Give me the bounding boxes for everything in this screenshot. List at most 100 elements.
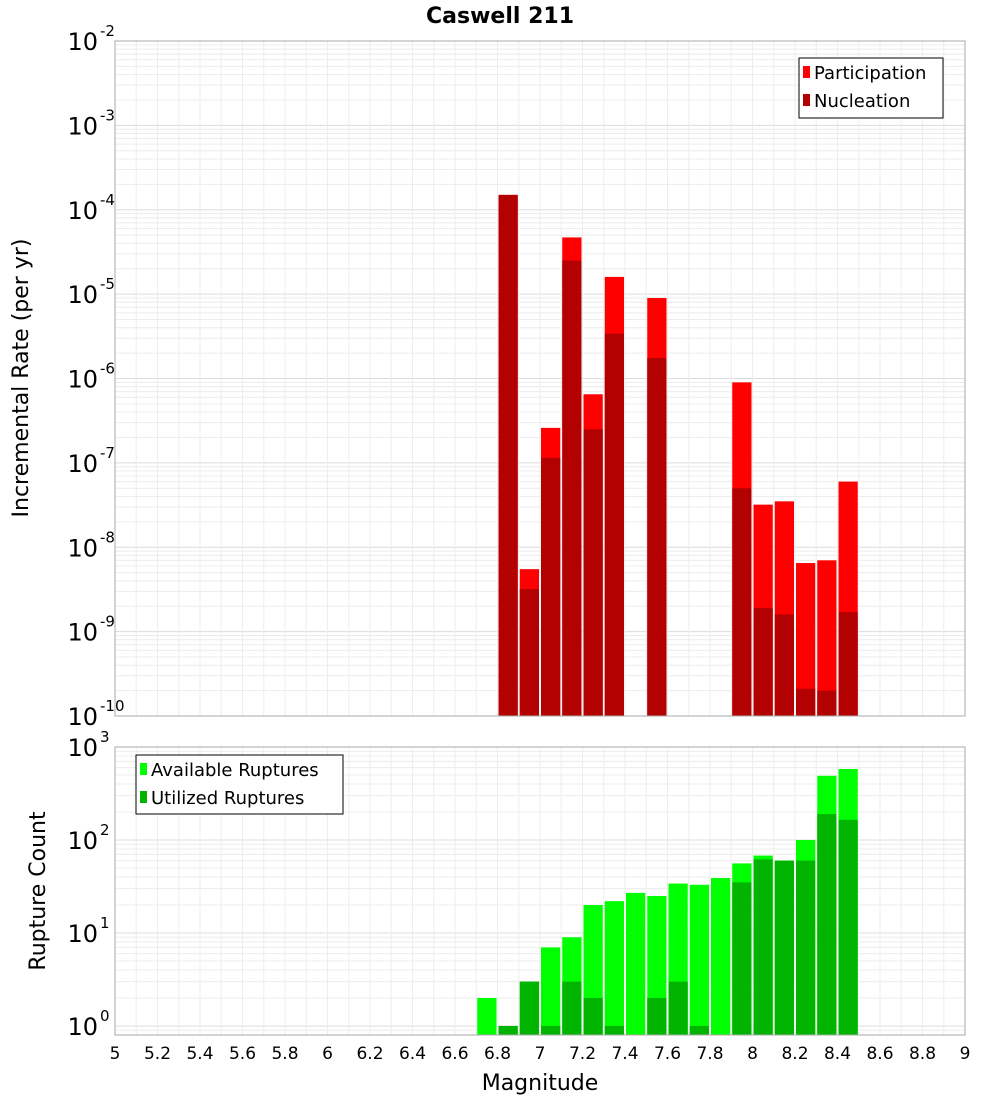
x-tick-label: 6 [322, 1044, 333, 1064]
rate-y-tick-label: 10 [67, 703, 98, 731]
count-legend: Available Ruptures Utilized Ruptures [135, 754, 344, 815]
x-tick-label: 6.8 [484, 1044, 511, 1064]
nucleation-bar [604, 333, 624, 716]
utilized-ruptures-bar [774, 860, 794, 1035]
available-ruptures-bar [626, 892, 646, 1035]
x-tick-label: 7 [535, 1044, 546, 1064]
participation-legend-swatch [803, 66, 810, 78]
nucleation-bar [498, 194, 518, 716]
utilized-ruptures-bar [668, 981, 688, 1035]
rate-legend: Participation Nucleation [798, 57, 944, 119]
x-tick-label: 5.4 [186, 1044, 213, 1064]
nucleation-bar [647, 357, 667, 716]
rate-y-tick-exponent: -6 [100, 360, 115, 378]
rate-y-tick-exponent: -2 [100, 22, 115, 40]
rate-y-tick-exponent: -4 [100, 191, 115, 209]
magnitude-x-ticks: 5 5.2 5.4 5.6 5.8 6 6.2 6.4 6.6 6.8 7 7.2 7.4 7.6 7.8 8… [110, 1044, 971, 1064]
rate-legend-box [798, 57, 944, 119]
rate-y-tick-label: 10 [67, 619, 98, 647]
nucleation-bar [519, 589, 539, 716]
rate-y-tick-exponent: -7 [100, 444, 115, 462]
utilized-ruptures-bar [753, 859, 773, 1035]
nucleation-bar [817, 690, 837, 716]
x-tick-label: 8.8 [909, 1044, 936, 1064]
x-tick-label: 8.4 [824, 1044, 851, 1064]
x-tick-label: 8 [747, 1044, 758, 1064]
x-tick-label: 5.6 [229, 1044, 256, 1064]
count-legend-box [135, 754, 344, 815]
rate-y-axis-label: Incremental Rate (per yr) [9, 239, 34, 518]
nucleation-bar [838, 612, 858, 716]
rate-y-tick-exponent: -10 [100, 697, 125, 715]
available-ruptures-bar [604, 901, 624, 1035]
magnitude-x-axis-label: Magnitude [482, 1071, 599, 1096]
utilized-ruptures-bar [647, 997, 667, 1035]
count-y-tick-label: 10 [67, 827, 98, 855]
x-tick-label: 8.6 [866, 1044, 893, 1064]
x-tick-label: 5.8 [271, 1044, 298, 1064]
nucleation-bar [753, 608, 773, 716]
participation-bar [796, 563, 816, 716]
utilized-legend-label: Utilized Ruptures [151, 788, 304, 809]
utilized-ruptures-bar [498, 1025, 518, 1035]
rate-y-tick-label: 10 [67, 366, 98, 394]
count-y-tick-label: 10 [67, 734, 98, 762]
count-y-tick-exponent: 0 [100, 1007, 110, 1025]
count-y-tick-label: 10 [67, 920, 98, 948]
available-ruptures-bar [541, 947, 561, 1035]
x-tick-label: 8.2 [781, 1044, 808, 1064]
x-tick-label: 9 [960, 1044, 971, 1064]
nucleation-bar [541, 457, 561, 716]
nucleation-bar [562, 260, 582, 716]
count-y-tick-exponent: 1 [100, 914, 110, 932]
x-tick-label: 5.2 [144, 1044, 171, 1064]
utilized-ruptures-bar [562, 981, 582, 1035]
utilized-ruptures-bar [732, 882, 752, 1035]
rate-y-tick-label: 10 [67, 281, 98, 309]
count-y-tick-exponent: 2 [100, 821, 110, 839]
utilized-legend-swatch [140, 791, 147, 803]
utilized-ruptures-bar [689, 1025, 709, 1035]
x-tick-label: 7.2 [569, 1044, 596, 1064]
count-y-axis-label: Rupture Count [26, 811, 51, 971]
available-legend-label: Available Ruptures [151, 760, 319, 781]
x-tick-label: 6.2 [356, 1044, 383, 1064]
count-bars [477, 769, 858, 1035]
participation-legend-label: Participation [814, 63, 926, 84]
rate-y-tick-label: 10 [67, 534, 98, 562]
count-plot-border [114, 746, 966, 1036]
nucleation-legend-label: Nucleation [814, 91, 910, 112]
count-y-tick-exponent: 3 [100, 728, 110, 746]
utilized-ruptures-bar [796, 860, 816, 1035]
rate-y-tick-label: 10 [67, 28, 98, 56]
available-legend-swatch [140, 763, 147, 775]
rate-grid [114, 40, 966, 717]
x-tick-label: 6.4 [399, 1044, 426, 1064]
utilized-ruptures-bar [541, 1025, 561, 1035]
rate-plot-border [114, 40, 966, 717]
rate-y-tick-exponent: -8 [100, 528, 115, 546]
rate-y-tick-label: 10 [67, 112, 98, 140]
rate-bars [498, 194, 858, 716]
available-ruptures-bar [689, 884, 709, 1035]
utilized-ruptures-bar [838, 819, 858, 1035]
available-ruptures-bar [477, 997, 497, 1035]
x-tick-label: 7.6 [654, 1044, 681, 1064]
rate-y-tick-label: 10 [67, 197, 98, 225]
rate-y-tick-label: 10 [67, 450, 98, 478]
x-tick-label: 6.6 [441, 1044, 468, 1064]
nucleation-legend-swatch [803, 94, 810, 106]
rate-y-tick-exponent: -5 [100, 275, 115, 293]
utilized-ruptures-bar [583, 997, 603, 1035]
chart-title: Caswell 211 [426, 4, 574, 29]
utilized-ruptures-bar [817, 814, 837, 1035]
x-tick-label: 7.8 [696, 1044, 723, 1064]
x-tick-label: 5 [110, 1044, 121, 1064]
count-y-tick-label: 10 [67, 1013, 98, 1041]
nucleation-bar [732, 488, 752, 716]
